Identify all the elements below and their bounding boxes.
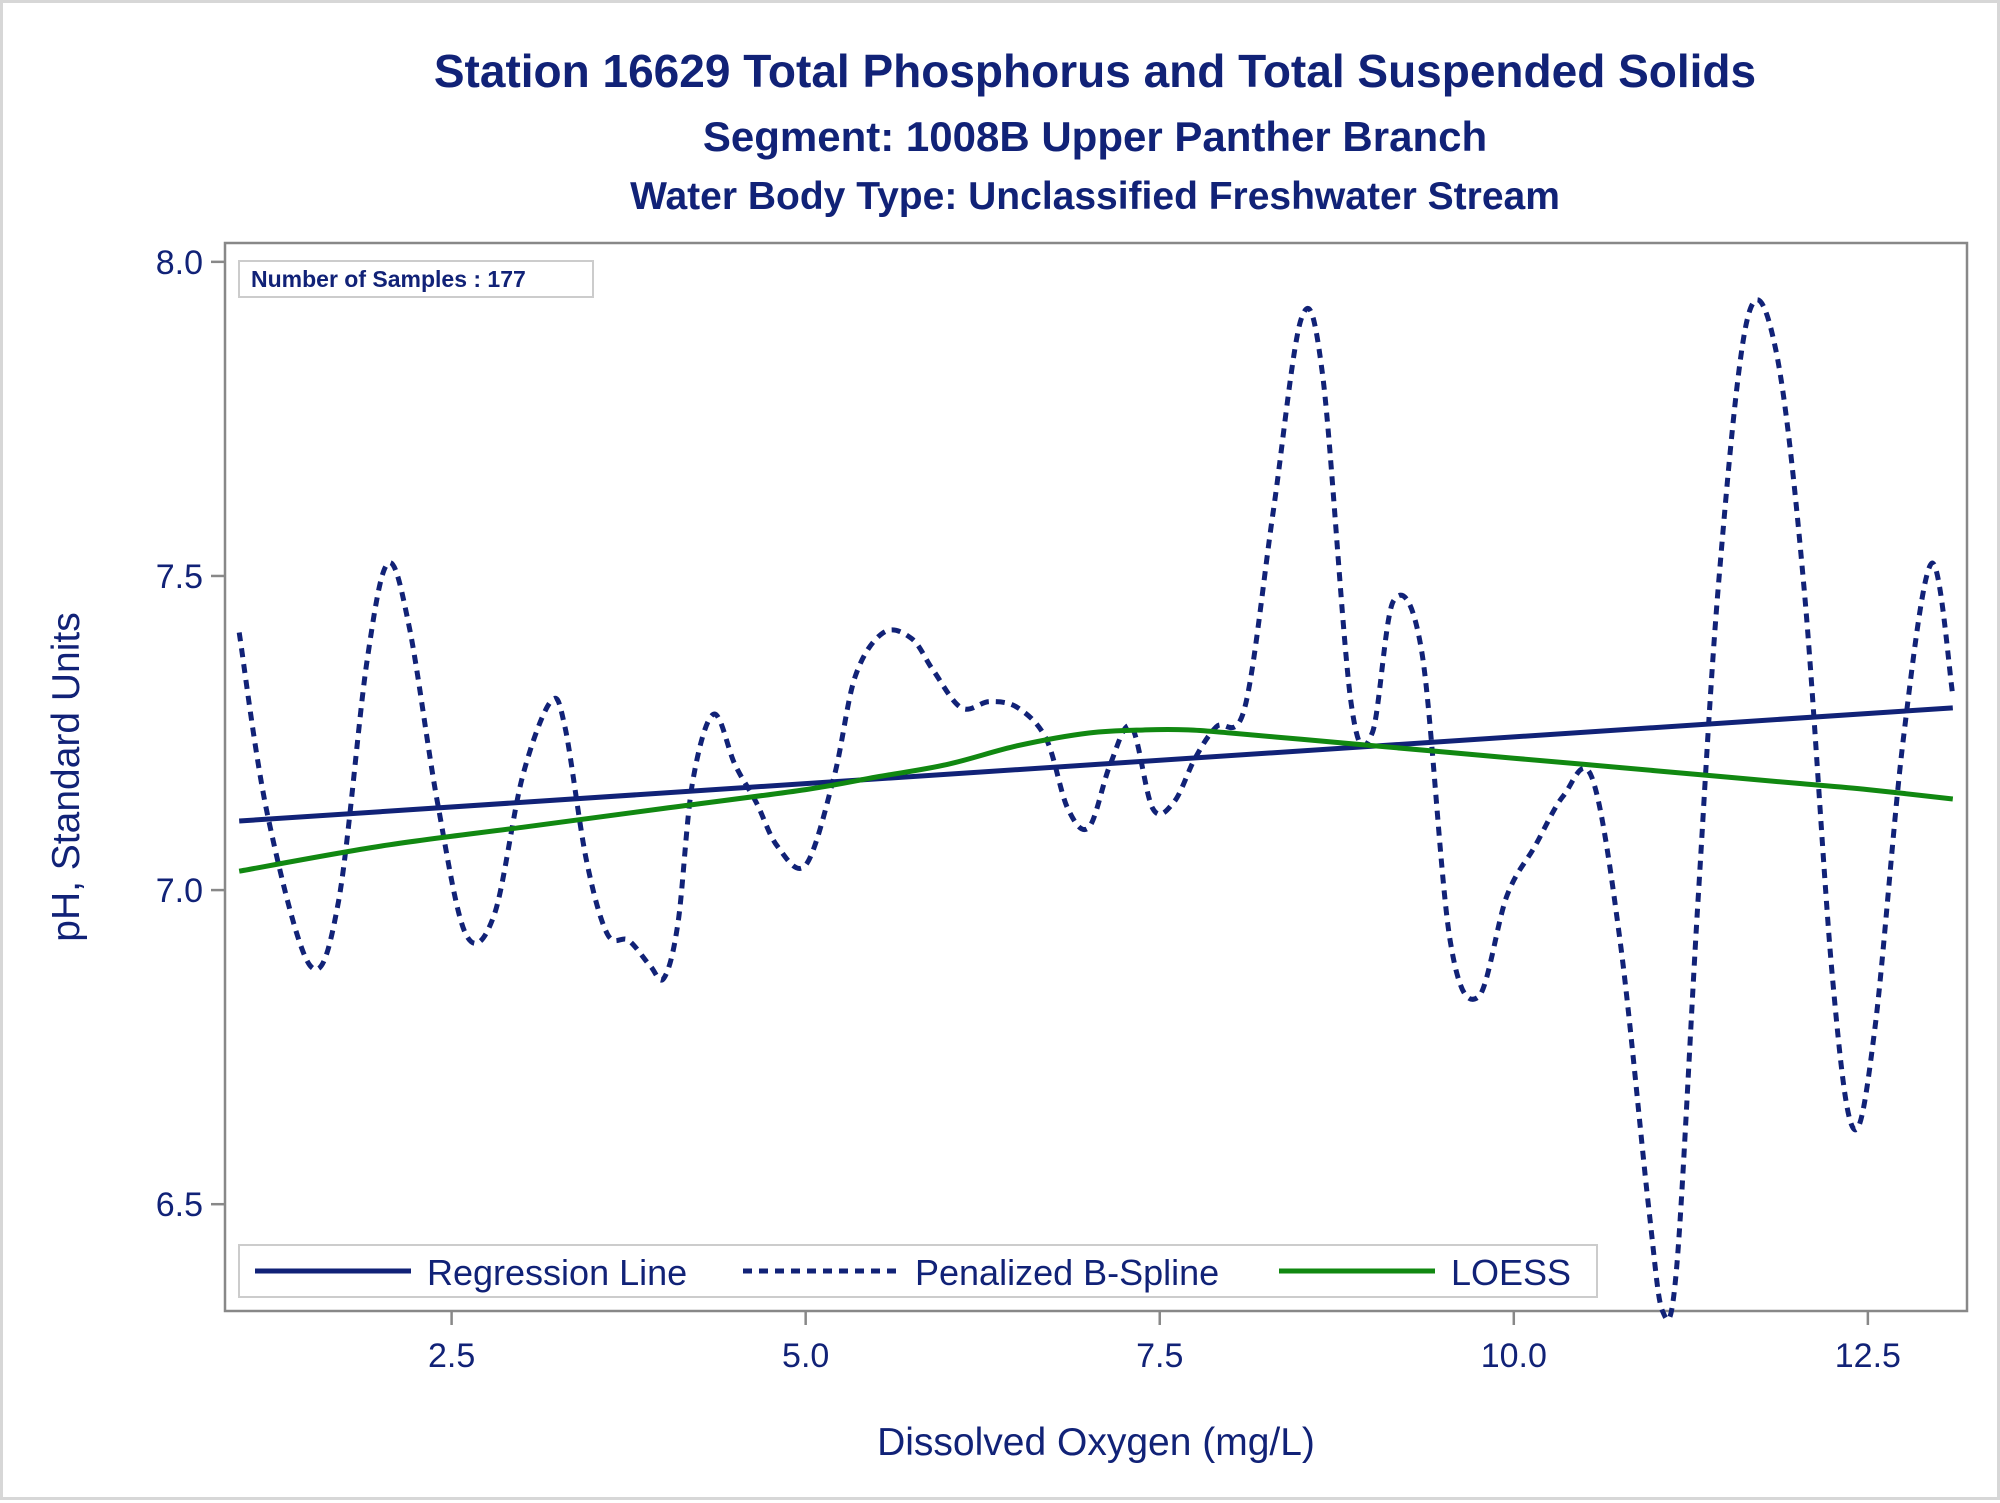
y-tick-label: 7.0 — [156, 872, 203, 910]
chart-title: Station 16629 Total Phosphorus and Total… — [434, 45, 1756, 97]
x-axis-label: Dissolved Oxygen (mg/L) — [877, 1421, 1315, 1464]
legend: Regression Line Penalized B-Spline LOESS — [238, 1244, 1598, 1298]
legend-label-spline: Penalized B-Spline — [915, 1252, 1219, 1293]
y-tick-label: 7.5 — [156, 558, 203, 596]
y-axis-label: pH, Standard Units — [45, 612, 88, 942]
y-axis: 6.5 7.0 7.5 8.0 — [156, 244, 225, 1224]
x-tick-label: 5.0 — [782, 1337, 829, 1375]
sample-count-box — [238, 260, 594, 298]
x-tick-label: 10.0 — [1481, 1337, 1547, 1375]
plot-area — [223, 241, 1969, 1313]
series-loess — [238, 727, 1954, 874]
legend-label-regression: Regression Line — [427, 1252, 687, 1293]
x-tick-label: 12.5 — [1835, 1337, 1901, 1375]
legend-label-loess: LOESS — [1451, 1252, 1571, 1293]
x-tick-label: 7.5 — [1136, 1337, 1183, 1375]
y-tick-label: 6.5 — [156, 1186, 203, 1224]
y-tick-label: 8.0 — [156, 244, 203, 282]
series-penalized-b-spline — [236, 297, 1956, 1323]
sample-count-annotation: Number of Samples : 177 — [251, 266, 526, 292]
x-axis: 2.5 5.0 7.5 10.0 12.5 — [428, 1311, 1901, 1375]
chart-subtitle-2: Water Body Type: Unclassified Freshwater… — [630, 175, 1560, 218]
series-regression-line — [239, 705, 1953, 824]
x-tick-label: 2.5 — [428, 1337, 475, 1375]
chart-svg: Station 16629 Total Phosphorus and Total… — [45, 45, 1969, 1464]
series-layer — [236, 297, 1956, 1323]
chart-subtitle: Segment: 1008B Upper Panther Branch — [703, 113, 1487, 160]
